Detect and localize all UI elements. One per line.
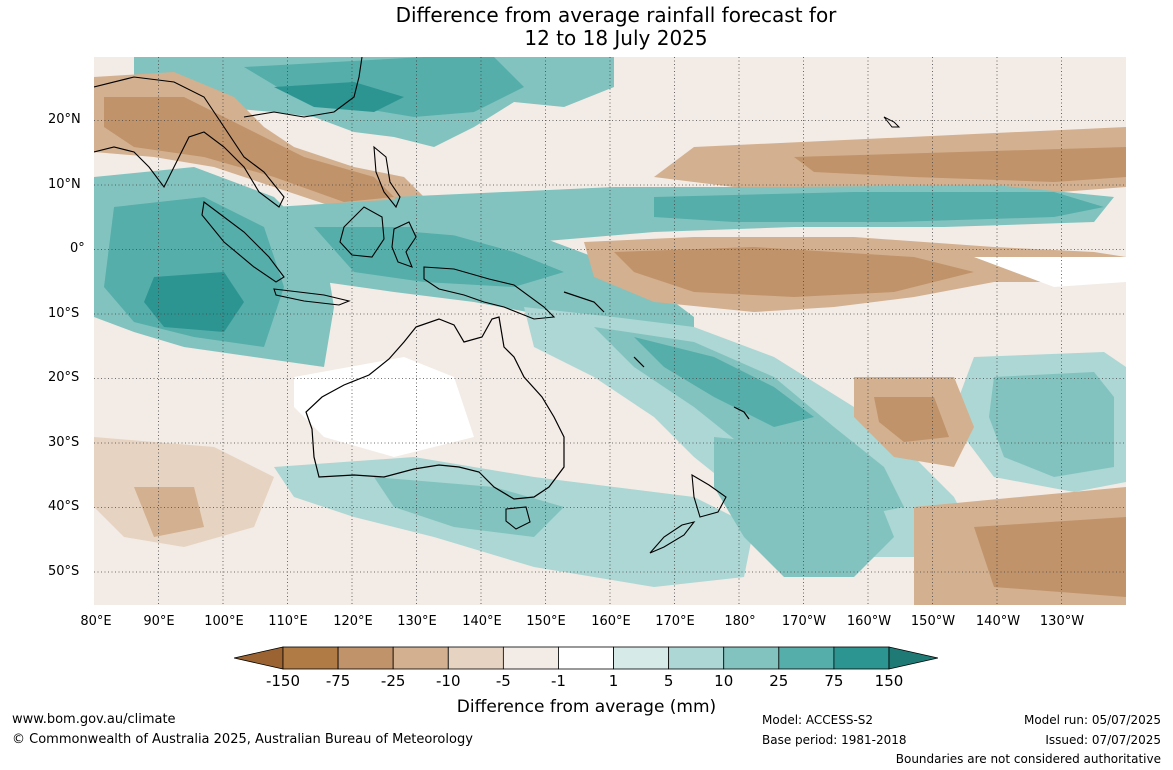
- lon-label-100e: 100°E: [204, 614, 244, 629]
- rainfall-anomaly-map[interactable]: [94, 57, 1126, 605]
- colorbar-tick-label: 10: [714, 672, 734, 690]
- lat-label-20s: 20°S: [48, 370, 80, 385]
- lon-label-110e: 110°E: [268, 614, 308, 629]
- lon-label-130w: 130°W: [1039, 614, 1085, 629]
- new-guinea-coastline: [423, 266, 556, 320]
- lat-label-10n: 10°N: [48, 177, 81, 192]
- lon-label-130e: 130°E: [397, 614, 437, 629]
- colorbar-title: Difference from average (mm): [456, 697, 717, 717]
- tasmania-coastline: [505, 506, 531, 530]
- se-asia-coastline: [94, 57, 363, 208]
- java-coastline: [273, 288, 351, 306]
- model-name: Model: ACCESS-S2: [762, 713, 874, 727]
- colorbar-cell: [337, 646, 394, 670]
- philippines-coastline: [373, 145, 401, 209]
- colorbar-cell: [392, 646, 449, 670]
- lon-label-140e: 140°E: [462, 614, 502, 629]
- colorbar-cells: [234, 646, 938, 670]
- sulawesi-coastline: [391, 221, 417, 268]
- issued-date: Issued: 07/07/2025: [1045, 733, 1161, 747]
- colorbar-cell: [502, 646, 559, 670]
- lon-label-140w: 140°W: [975, 614, 1021, 629]
- new-zealand-coastline: [649, 473, 727, 554]
- lat-label-50s: 50°S: [48, 564, 80, 579]
- lon-label-170e: 170°E: [655, 614, 695, 629]
- lon-label-150w: 150°W: [910, 614, 956, 629]
- lon-label-80e: 80°E: [80, 614, 112, 629]
- sumatra-coastline: [201, 201, 285, 283]
- colorbar-cell: [668, 646, 725, 670]
- colorbar-cell: [833, 646, 890, 670]
- anomaly-fill-layer: [94, 57, 1126, 605]
- pacific-islands-coastline: [563, 291, 750, 420]
- colorbar-tick-label: 150: [874, 672, 904, 690]
- colorbar-tick-label: -150: [265, 672, 301, 690]
- colorbar-tick-label: -25: [380, 672, 406, 690]
- colorbar-tick-label: -5: [495, 672, 511, 690]
- title-line-2: 12 to 18 July 2025: [524, 26, 708, 50]
- colorbar-cell: [282, 646, 339, 670]
- colorbar-tick-label: -10: [436, 672, 461, 690]
- gridlines: [94, 57, 1126, 605]
- colorbar-tick-label: -75: [325, 672, 351, 690]
- colorbar-cell: [778, 646, 835, 670]
- title-line-1: Difference from average rainfall forecas…: [395, 3, 837, 27]
- colorbar: [234, 646, 938, 670]
- chart-title: Difference from average rainfall forecas…: [0, 4, 1173, 50]
- colorbar-extend-low: [234, 646, 284, 670]
- model-run-date: Model run: 05/07/2025: [1023, 713, 1161, 727]
- lon-label-170w: 170°W: [781, 614, 827, 629]
- colorbar-tick-label: 25: [769, 672, 789, 690]
- website-link[interactable]: www.bom.gov.au/climate: [12, 712, 176, 727]
- borneo-coastline: [339, 206, 385, 258]
- lon-label-160e: 160°E: [591, 614, 631, 629]
- colorbar-cell: [723, 646, 780, 670]
- lon-label-120e: 120°E: [333, 614, 373, 629]
- hawaii-coastline: [883, 116, 901, 128]
- colorbar-cell: [447, 646, 504, 670]
- lon-label-150e: 150°E: [526, 614, 566, 629]
- lon-label-160w: 160°W: [846, 614, 892, 629]
- colorbar-extend-high: [888, 646, 938, 670]
- lon-label-180: 180°: [724, 614, 756, 629]
- base-period: Base period: 1981-2018: [762, 733, 907, 747]
- colorbar-cell: [613, 646, 670, 670]
- colorbar-tick-label: 75: [824, 672, 844, 690]
- lat-label-20n: 20°N: [48, 112, 81, 127]
- colorbar-tick-label: -1: [550, 672, 566, 690]
- boundaries-disclaimer: Boundaries are not considered authoritat…: [895, 752, 1161, 766]
- lat-label-0: 0°: [70, 241, 85, 256]
- australia-coastline: [305, 316, 565, 500]
- colorbar-tick-label: 1: [608, 672, 619, 690]
- lat-label-40s: 40°S: [48, 499, 80, 514]
- colorbar-cell: [558, 646, 614, 670]
- map-svg: [94, 57, 1126, 605]
- lat-label-30s: 30°S: [48, 435, 80, 450]
- lat-label-10s: 10°S: [48, 306, 80, 321]
- colorbar-tick-label: 5: [663, 672, 674, 690]
- lon-label-90e: 90°E: [143, 614, 175, 629]
- copyright-text: © Commonwealth of Australia 2025, Austra…: [12, 732, 473, 747]
